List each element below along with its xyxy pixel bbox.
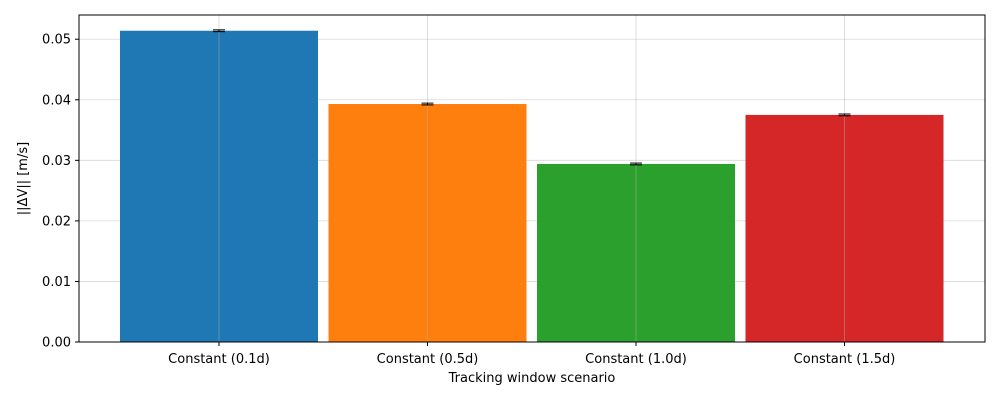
plot-frame xyxy=(78,14,986,343)
y-tick-label: 0.01 xyxy=(42,275,71,290)
x-tick-label: Constant (0.1d) xyxy=(168,352,270,367)
x-tick-label: Constant (1.5d) xyxy=(794,352,896,367)
y-tick-label: 0.05 xyxy=(42,33,71,48)
error-bars xyxy=(213,15,851,342)
y-tick-label: 0.03 xyxy=(42,154,71,169)
y-axis-ticks: 0.00 0.01 0.02 0.03 0.04 0.05 xyxy=(42,33,79,351)
x-tick-label: Constant (0.5d) xyxy=(377,352,479,367)
y-axis-label: ||ΔV|| [m/s] xyxy=(16,142,31,215)
y-tick-label: 0.02 xyxy=(42,214,71,229)
x-tick-label: Constant (1.0d) xyxy=(585,352,687,367)
x-axis-ticks: Constant (0.1d) Constant (0.5d) Constant (… xyxy=(168,342,895,367)
x-axis-label: Tracking window scenario xyxy=(448,371,616,386)
y-tick-label: 0.00 xyxy=(42,336,71,351)
y-tick-label: 0.04 xyxy=(42,93,71,108)
